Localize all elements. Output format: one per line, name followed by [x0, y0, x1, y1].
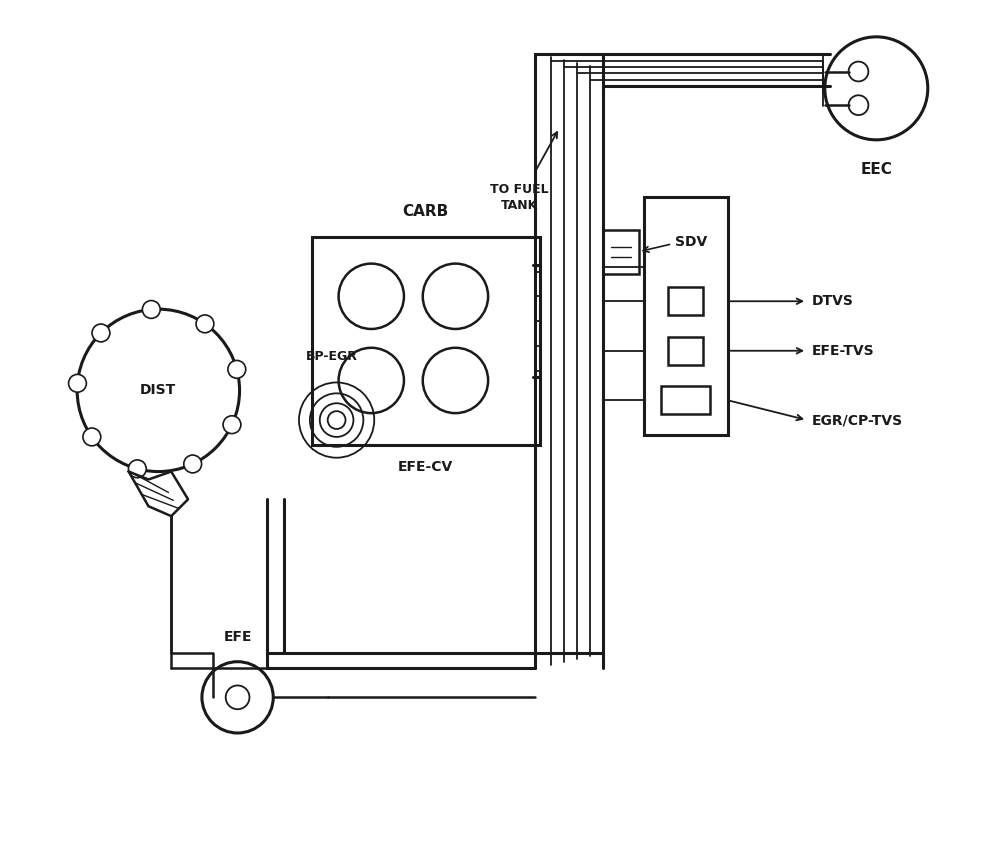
Text: EEC: EEC [860, 162, 892, 177]
Text: SDV: SDV [675, 235, 708, 249]
Circle shape [825, 37, 928, 140]
Text: CARB: CARB [403, 204, 449, 219]
Circle shape [128, 460, 146, 478]
Bar [668, 337, 703, 364]
Text: TO FUEL
TANK: TO FUEL TANK [490, 183, 549, 212]
Bar [312, 237, 540, 445]
Circle shape [77, 310, 240, 472]
Circle shape [184, 455, 202, 473]
Circle shape [142, 301, 160, 318]
Bar [603, 230, 639, 274]
Text: EFE-CV: EFE-CV [398, 460, 453, 474]
Circle shape [92, 324, 110, 342]
Circle shape [223, 416, 241, 433]
Circle shape [228, 361, 246, 378]
Text: EFE: EFE [223, 630, 252, 644]
Circle shape [196, 315, 214, 333]
Bar [644, 198, 728, 435]
Text: BP-EGR: BP-EGR [306, 350, 358, 363]
Circle shape [202, 662, 273, 733]
Bar [661, 386, 710, 414]
Circle shape [69, 374, 86, 392]
Text: EFE-TVS: EFE-TVS [812, 344, 875, 357]
Text: EGR/CP-TVS: EGR/CP-TVS [812, 413, 903, 428]
Bar [668, 287, 703, 315]
Circle shape [83, 428, 101, 445]
Text: DIST: DIST [140, 383, 176, 398]
Text: DTVS: DTVS [812, 294, 854, 309]
